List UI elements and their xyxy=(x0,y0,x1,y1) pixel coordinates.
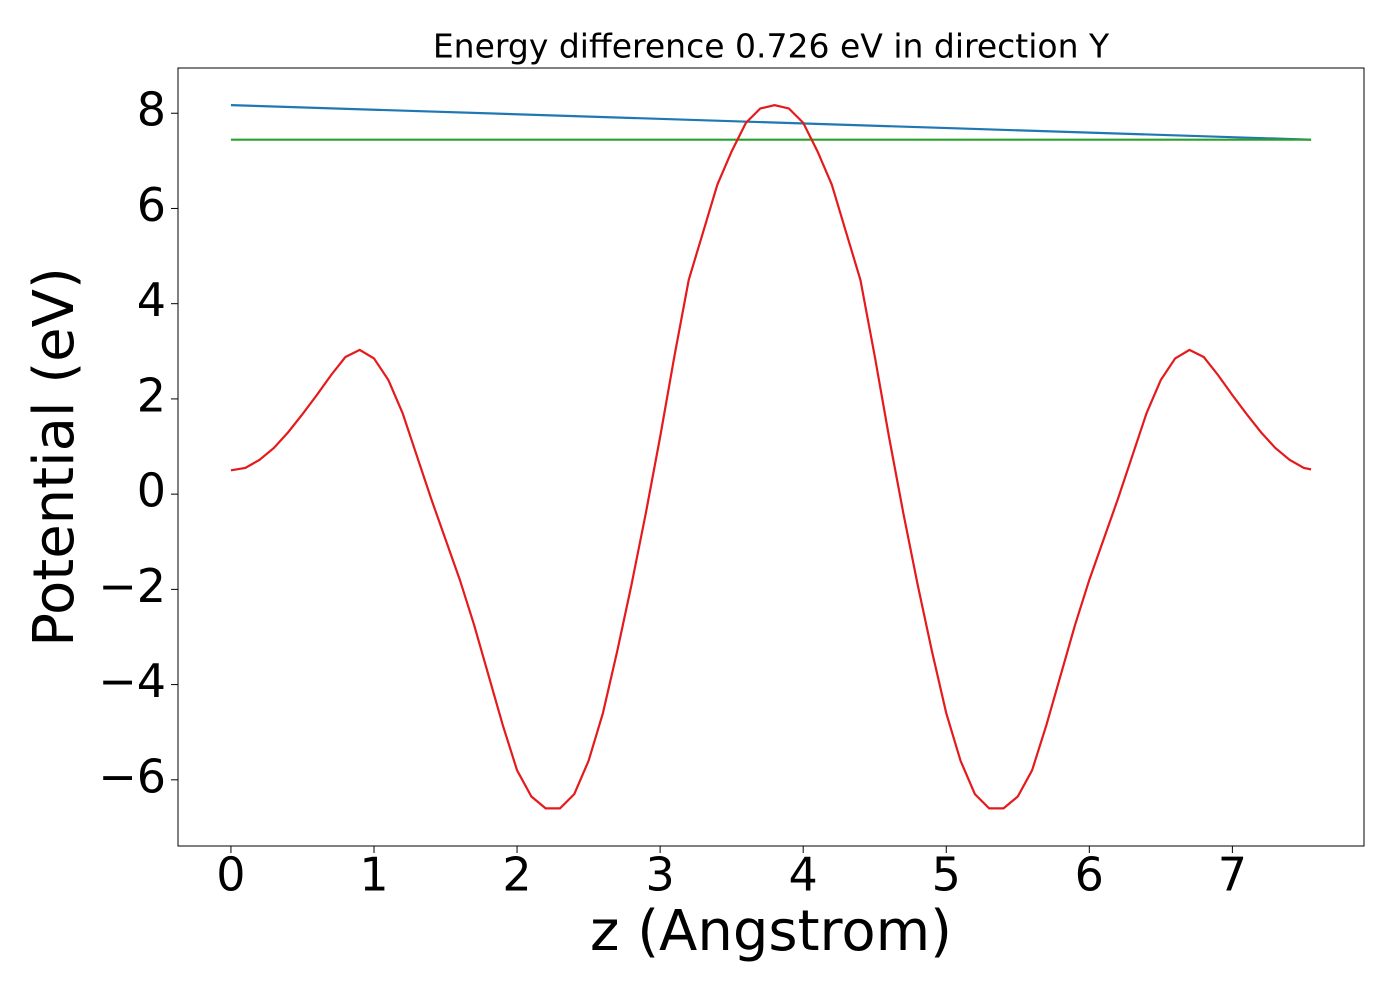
plot-frame xyxy=(177,67,1365,847)
x-tick-label: 0 xyxy=(216,848,245,902)
y-tick-label: 4 xyxy=(137,273,166,327)
x-tick-label: 5 xyxy=(932,848,961,902)
y-tick-label: 0 xyxy=(137,464,166,518)
x-tick-label: 3 xyxy=(645,848,674,902)
series-line xyxy=(230,104,1312,141)
y-tick-label: 8 xyxy=(137,83,166,137)
x-tick-label: 7 xyxy=(1218,848,1247,902)
series-line xyxy=(230,104,1312,810)
y-tick-label: −6 xyxy=(98,749,166,803)
x-axis-label: z (Angstrom) xyxy=(590,899,952,964)
chart-title: Energy difference 0.726 eV in direction … xyxy=(433,27,1110,66)
y-tick-label: −2 xyxy=(98,559,166,613)
x-tick-label: 2 xyxy=(502,848,531,902)
y-tick-label: 6 xyxy=(137,178,166,232)
x-tick-label: 1 xyxy=(359,848,388,902)
x-tick-label: 4 xyxy=(789,848,818,902)
x-tick-label: 6 xyxy=(1075,848,1104,902)
y-tick-label: 2 xyxy=(137,368,166,422)
y-tick-label: −4 xyxy=(98,654,166,708)
y-axis-label: Potential (eV) xyxy=(22,267,87,647)
